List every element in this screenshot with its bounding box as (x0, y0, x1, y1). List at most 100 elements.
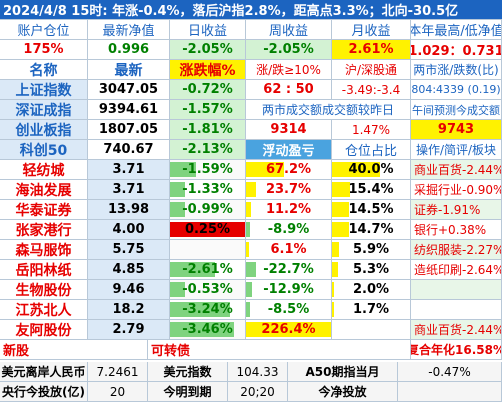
account-header-4: 月收益 (332, 20, 411, 40)
stock-change-text: -3.46% (182, 322, 233, 337)
stock-weight-bar (332, 162, 381, 177)
stock-name: 海油发展 (0, 180, 88, 200)
account-header-3-text: 周收益 (268, 24, 308, 39)
stock-pnl-bar (246, 222, 251, 237)
stock-price-text: 5.75 (112, 242, 145, 257)
stock-name-text: 华泰证券 (15, 202, 72, 219)
footer-1-2-text: 今明到期 (163, 385, 212, 399)
index-price-text: 9394.61 (98, 102, 159, 117)
footer-0-1-text: 7.2461 (96, 364, 139, 379)
stock-weight-text: 5.9% (352, 242, 390, 257)
index-name: 科创50 (0, 140, 88, 160)
stock-price: 3.71 (88, 180, 170, 200)
stock-pnl: 23.7% (246, 180, 332, 200)
stock-row-1: 海油发展 3.71 -1.33% 23.7% 15.4% 采掘行业-0.90% (0, 180, 502, 200)
stock-pnl: 67.2% (246, 160, 332, 180)
stock-pnl: 6.1% (246, 240, 332, 260)
account-value-4: 2.61% (332, 40, 411, 60)
index-c5: 9743 (411, 120, 502, 140)
index-header-4: 沪/深股通 (332, 60, 411, 80)
stock-pnl-bar (246, 242, 249, 257)
stock-name: 华泰证券 (0, 200, 88, 220)
stock-pnl: -12.9% (246, 280, 332, 300)
stock-pnl-bar (246, 322, 331, 337)
stock-weight-text: 5.3% (352, 262, 390, 277)
index-header-3: 涨/跌≥10% (246, 60, 332, 80)
footer-row-1: 央行今投放(亿) 20 今明到期 20;20 今净投放 (0, 382, 502, 402)
stock-name-text: 轻纺城 (22, 162, 65, 179)
index-c4: 1.47% (332, 120, 411, 140)
stock-pnl-bar (246, 302, 251, 317)
stock-pnl-text: -22.7% (263, 262, 314, 277)
stock-pnl-text: 23.7% (265, 182, 312, 197)
stock-weight-bar (332, 182, 350, 197)
index-header-2-text: 涨跌幅% (179, 62, 236, 79)
stock-weight: 5.3% (332, 260, 411, 280)
stock-note-text: 银行+0.38% (414, 223, 487, 237)
index-c4: -3.49:-3.4 (332, 80, 411, 100)
index-change-text: -2.13% (182, 142, 233, 157)
account-header-2-text: 日收益 (187, 24, 227, 39)
stock-pnl: -8.9% (246, 220, 332, 240)
stock-weight-bar (332, 242, 340, 257)
pnl-header: 浮动盈亏 (246, 140, 332, 160)
footer-0-5: -0.47% (398, 362, 502, 382)
index-header-0: 名称 (0, 60, 88, 80)
stock-change-bar (170, 202, 185, 217)
weight-header: 仓位占比 (332, 140, 411, 160)
index-c4-text: 1.47% (351, 122, 391, 137)
stock-price: 9.46 (88, 280, 170, 300)
stock-pnl-text: 226.4% (261, 322, 316, 337)
stock-change: -3.46% (170, 320, 246, 340)
stock-price: 18.2 (88, 300, 170, 320)
stock-pnl-bar (246, 182, 257, 197)
stock-note (411, 300, 502, 320)
footer-1-0: 央行今投放(亿) (0, 382, 88, 402)
stock-price-text: 3.71 (112, 182, 145, 197)
stock-change: -0.53% (170, 280, 246, 300)
index-c3-text: 9314 (270, 122, 307, 137)
index-row-2: 创业板指 1807.05 -1.81% 9314 1.47% 9743 (0, 120, 502, 140)
account-value-4-text: 2.61% (348, 42, 394, 57)
stock-weight: 14.5% (332, 200, 411, 220)
account-header-0-text: 账户仓位 (17, 24, 70, 39)
stock-name: 生物股份 (0, 280, 88, 300)
stock-note-text: 证券-1.91% (414, 203, 481, 217)
stock-name: 友阿股份 (0, 320, 88, 340)
stock-change: -3.24% (170, 300, 246, 320)
account-header-1-text: 最新净值 (102, 24, 155, 39)
stock-name-text: 张家港行 (15, 222, 72, 239)
stock-weight: 5.9% (332, 240, 411, 260)
stock-note: 造纸印刷-2.64% (411, 260, 502, 280)
stock-change-text: 0.25% (184, 222, 231, 237)
stock-change: -0.99% (170, 200, 246, 220)
stock-note: 纺织服装-2.27% (411, 240, 502, 260)
footer-0-3: 104.33 (228, 362, 288, 382)
stock-row-7: 江苏北人 18.2 -3.24% -8.5% 1.7% (0, 300, 502, 320)
index-c5-text: 804:4339 (0.19) (411, 83, 501, 96)
footer-1-3: 20;20 (228, 382, 288, 402)
account-value-0: 175% (0, 40, 88, 60)
footer-1-3-text: 20;20 (240, 384, 275, 399)
stock-name-text: 江苏北人 (15, 302, 72, 319)
index-change: -2.13% (170, 140, 246, 160)
stock-note: 银行+0.38% (411, 220, 502, 240)
stock-price: 4.00 (88, 220, 170, 240)
stock-weight-bar (332, 262, 339, 277)
stock-name: 森马服饰 (0, 240, 88, 260)
stock-weight: 2.0% (332, 280, 411, 300)
footer-0-0: 美元离岸人民币 (0, 362, 88, 382)
stock-change-text: -3.24% (182, 302, 233, 317)
new-stock-label-text: 新股 (3, 344, 30, 359)
account-header-5-text: 本年最高/低净值 (411, 24, 502, 39)
index-header-3-text: 涨/跌≥10% (256, 63, 321, 77)
stock-note-text: 采掘行业-0.90% (414, 183, 502, 197)
noon-forecast-label: 午间预测今成交额 (411, 100, 502, 120)
stock-weight-bar (332, 302, 334, 317)
stock-pnl: 11.2% (246, 200, 332, 220)
index-header-5-text: 两市涨/跌数(比) (413, 63, 499, 77)
stock-pnl-text: 6.1% (270, 242, 307, 257)
stock-name: 岳阳林纸 (0, 260, 88, 280)
index-header-4-text: 沪/深股通 (344, 63, 398, 77)
account-value-5: 1.029：0.731 (411, 40, 502, 60)
